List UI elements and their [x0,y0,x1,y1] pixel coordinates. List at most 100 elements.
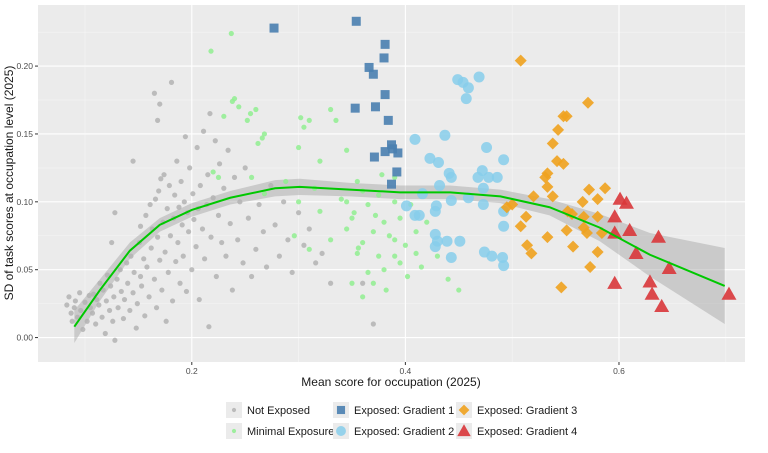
data-point [397,260,403,266]
data-point [193,244,199,250]
data-point [165,269,171,276]
data-point [393,148,403,158]
data-point [283,178,289,185]
data-point [152,196,159,202]
data-point [654,298,670,312]
data-point [196,296,202,303]
data-point [584,260,597,273]
legend-key-triangle-icon [457,424,471,437]
data-point [223,253,229,259]
data-point [560,224,573,237]
data-point [138,283,145,289]
data-point [111,294,117,300]
data-point [120,315,127,322]
data-point [157,257,163,263]
data-point [354,178,360,185]
data-point [115,305,121,311]
data-point [121,296,128,303]
series-exposed-gradient-2 [400,71,510,272]
data-point [567,240,580,253]
data-point [77,290,83,296]
data-point [560,110,573,123]
data-point [124,260,130,266]
data-point [473,71,485,83]
data-point [103,298,109,304]
data-point [328,106,334,113]
data-point [355,245,361,251]
data-point [370,102,380,112]
data-point [387,179,396,189]
data-point [650,229,666,243]
data-point [392,253,398,259]
data-point [80,326,86,333]
data-point [213,273,219,280]
data-point [454,235,466,247]
y-tick-label: 0.20 [16,61,33,71]
data-point [110,318,116,324]
data-point [607,209,623,223]
data-point [354,250,360,257]
data-point [94,296,100,303]
data-point [295,144,302,151]
y-tick-label: 0.00 [16,333,33,343]
data-point [148,245,154,251]
data-point [301,124,307,130]
legend-label: Exposed: Gradient 4 [477,426,577,438]
data-point [261,191,268,197]
data-point [472,171,484,183]
data-point [546,190,559,203]
data-point [137,273,144,280]
data-point [500,201,513,214]
data-point [127,307,133,314]
data-point [157,101,163,107]
data-point [281,199,287,205]
data-point [486,250,498,262]
data-point [144,264,150,270]
data-point [151,90,158,96]
data-point [187,165,193,171]
data-point [344,199,350,205]
data-point [146,294,152,300]
data-point [225,147,231,153]
data-point [245,215,251,221]
series-minimal-exposure [208,30,462,300]
data-point [248,273,255,280]
data-point [628,245,644,260]
data-point [370,229,376,235]
data-point [174,158,180,164]
data-point [84,318,90,324]
legend-key-diamond-icon [458,404,470,416]
data-point [429,205,441,217]
data-point [380,147,390,157]
data-point [228,30,234,37]
data-point [539,171,552,184]
data-point [370,321,376,327]
data-point [521,239,534,252]
data-point [434,180,446,192]
data-point [618,195,634,209]
legend-label: Minimal Exposure [247,426,334,438]
data-point [285,237,291,243]
data-point [227,220,233,227]
data-point [555,281,568,294]
data-point [151,276,158,282]
data-point [114,276,120,282]
data-point [295,199,302,205]
data-point [156,188,162,194]
data-point [117,267,123,273]
data-point [460,93,472,105]
data-point [462,82,474,94]
series-exposed-gradient-1 [269,16,403,189]
data-point [118,288,124,295]
data-point [434,253,441,259]
data-point [622,222,638,236]
data-point [212,138,218,144]
y-tick-label: 0.15 [16,129,33,139]
data-point [276,253,282,259]
data-point [497,251,509,263]
data-point [381,219,387,225]
data-point [349,215,355,221]
data-point [301,242,307,248]
legend-item: Exposed: Gradient 2 [333,423,454,439]
data-point [365,269,371,276]
